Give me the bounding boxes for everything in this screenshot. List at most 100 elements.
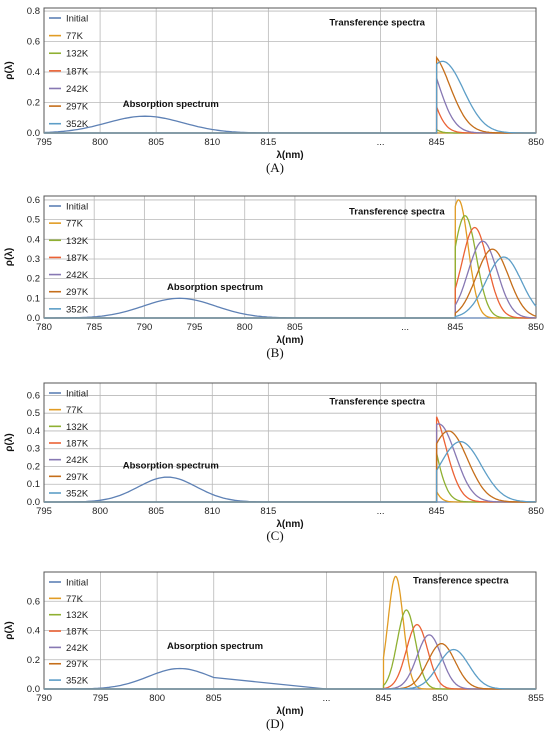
x-tick-label: 805 <box>148 506 164 517</box>
legend-label: 77K <box>66 31 84 42</box>
annotation-absorption: Absorption spectrum <box>123 99 219 110</box>
x-tick-label: 810 <box>204 506 220 517</box>
y-tick-label: 0.8 <box>27 6 40 17</box>
y-tick-label: 0.0 <box>27 684 40 695</box>
x-tick-label: 850 <box>528 137 544 148</box>
y-tick-label: 0.0 <box>27 313 40 324</box>
x-tick-label: 850 <box>432 693 448 704</box>
legend-label: 352K <box>66 676 89 687</box>
legend-label: 352K <box>66 489 89 500</box>
y-tick-label: 0.2 <box>27 461 40 472</box>
legend-label: 187K <box>66 253 89 264</box>
x-tick-label: 795 <box>93 693 109 704</box>
x-tick-label: ... <box>377 506 385 517</box>
legend-label: 132K <box>66 610 89 621</box>
x-tick-label: 795 <box>36 137 52 148</box>
x-tick-label: 805 <box>287 322 303 333</box>
legend-label: Initial <box>66 389 88 400</box>
x-tick-label: 790 <box>136 322 152 333</box>
y-tick-label: 0.2 <box>27 98 40 109</box>
legend-label: 242K <box>66 84 89 95</box>
x-tick-label: ... <box>401 322 409 333</box>
legend-label: 297K <box>66 287 89 298</box>
x-tick-label: 815 <box>260 506 276 517</box>
y-axis-label: ρ(λ) <box>4 61 15 79</box>
legend: Initial 77K 132K 187K 242K 297K 352K <box>49 202 89 315</box>
annotation-transference: Transference spectra <box>413 576 509 587</box>
y-tick-label: 0.0 <box>27 497 40 508</box>
y-tick-label: 0.1 <box>27 293 40 304</box>
y-tick-label: 0.4 <box>27 626 40 637</box>
x-tick-label: 845 <box>376 693 392 704</box>
series-line-297K <box>44 430 536 503</box>
legend-label: Initial <box>66 578 88 589</box>
y-tick-label: 0.0 <box>27 128 40 139</box>
y-tick-label: 0.5 <box>27 215 40 226</box>
y-tick-label: 0.4 <box>27 234 40 245</box>
legend-label: 132K <box>66 49 89 60</box>
chart-panel-D: 0.0 0.2 0.4 0.6 790 795 800 805... 845 850 855 Init… <box>4 571 544 731</box>
y-tick-label: 0.6 <box>27 37 40 48</box>
legend-label: 352K <box>66 304 89 315</box>
x-axis-label: λ(nm) <box>276 335 303 346</box>
x-axis-label: λ(nm) <box>276 706 303 717</box>
x-axis-label: λ(nm) <box>276 150 303 161</box>
y-tick-label: 0.2 <box>27 274 40 285</box>
x-tick-label: 845 <box>429 506 445 517</box>
y-axis-label: ρ(λ) <box>4 433 15 451</box>
x-tick-label: 805 <box>206 693 222 704</box>
annotation-transference: Transference spectra <box>329 396 425 407</box>
legend-label: 352K <box>66 119 89 130</box>
x-tick-label: 800 <box>237 322 253 333</box>
annotation-absorption: Absorption spectrum <box>123 461 219 472</box>
legend-label: Initial <box>66 202 88 213</box>
legend-label: 187K <box>66 439 89 450</box>
x-tick-label: 815 <box>260 137 276 148</box>
y-axis-label: ρ(λ) <box>4 621 15 639</box>
annotation-transference: Transference spectra <box>329 18 425 29</box>
x-tick-label: 845 <box>429 137 445 148</box>
x-tick-label: 850 <box>528 322 544 333</box>
plot-area <box>44 383 536 502</box>
legend-label: 297K <box>66 102 89 113</box>
series-line-352K <box>44 440 536 503</box>
x-tick-label: 785 <box>86 322 102 333</box>
chart-panel-C: 0.0 0.1 0.2 0.3 0.4 0.5 0.6 795 800 805 810 815... 8… <box>4 382 544 543</box>
panel-label: (D) <box>266 716 284 731</box>
x-tick-label: 805 <box>148 137 164 148</box>
legend: Initial 77K 132K 187K 242K 297K 352K <box>49 14 89 130</box>
x-tick-label: 845 <box>447 322 463 333</box>
x-tick-label: 780 <box>36 322 52 333</box>
x-tick-label: 800 <box>92 506 108 517</box>
y-axis-label: ρ(λ) <box>4 248 15 266</box>
x-tick-label: 795 <box>187 322 203 333</box>
annotation-absorption: Absorption spectrum <box>167 282 263 293</box>
legend-label: 77K <box>66 219 84 230</box>
series-line-352K <box>44 648 536 690</box>
legend: Initial 77K 132K 187K 242K 297K 352K <box>49 578 89 687</box>
y-tick-label: 0.6 <box>27 195 40 206</box>
x-tick-label: 850 <box>528 506 544 517</box>
y-tick-label: 0.5 <box>27 408 40 419</box>
series-line-297K <box>44 248 537 319</box>
y-tick-label: 0.6 <box>27 390 40 401</box>
x-tick-label: 790 <box>36 693 52 704</box>
y-tick-label: 0.6 <box>27 596 40 607</box>
plot-area <box>44 196 536 318</box>
y-tick-label: 0.4 <box>27 67 40 78</box>
annotation-absorption: Absorption spectrum <box>167 641 263 652</box>
chart-panel-A: 0.0 0.2 0.4 0.6 0.8 795 800 805 810 815... 845 850 I… <box>4 6 544 175</box>
legend-label: 242K <box>66 643 89 654</box>
x-tick-label: ... <box>377 137 385 148</box>
x-tick-label: 855 <box>528 693 544 704</box>
x-tick-label: 800 <box>92 137 108 148</box>
legend-label: 242K <box>66 270 89 281</box>
x-tick-label: 810 <box>204 137 220 148</box>
series-line-187K <box>44 226 536 319</box>
series-line-352K <box>44 256 537 319</box>
legend-label: 242K <box>66 455 89 466</box>
annotation-transference: Transference spectra <box>349 206 445 217</box>
legend-label: 132K <box>66 422 89 433</box>
x-tick-label: 795 <box>36 506 52 517</box>
